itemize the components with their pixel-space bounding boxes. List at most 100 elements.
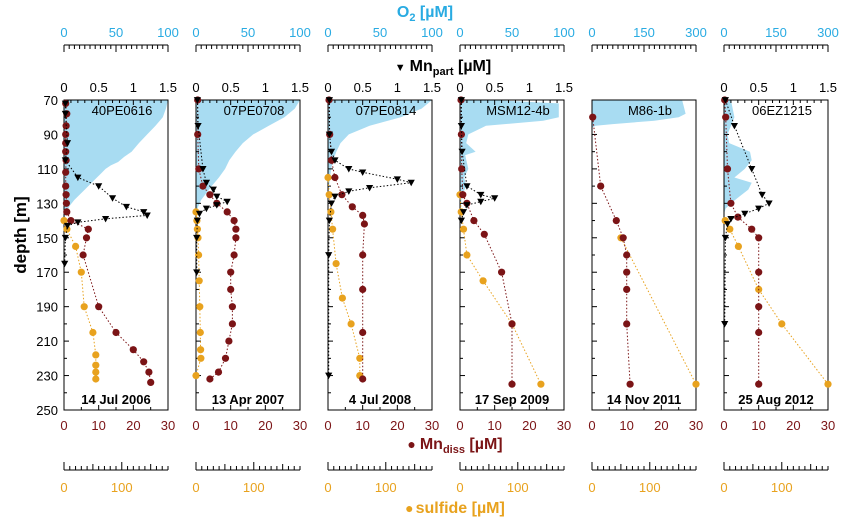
mnpart-point	[366, 184, 374, 192]
panel-MSM12-4b: 0 50 100 0 0.5 1 1.5 0 10 20 30 0 100 MSM12-4b 17 Sep …	[456, 25, 574, 495]
mndiss-line	[328, 99, 365, 379]
sulfide-point	[92, 351, 100, 359]
mnpart-point	[209, 186, 217, 194]
mnpart-point	[327, 200, 336, 207]
mnpart-point	[359, 169, 367, 176]
mndiss-point	[232, 234, 240, 242]
sulfide-tick-label: 100	[111, 480, 133, 495]
mndiss-point	[359, 285, 367, 293]
sulfide-point	[356, 354, 364, 362]
mndiss-tick-label: 10	[619, 418, 633, 433]
mndiss-point	[129, 346, 137, 354]
mnpart-point	[199, 166, 207, 173]
mndiss-point	[589, 113, 597, 121]
sulfide-point	[92, 375, 100, 383]
mndiss-tick-label: 30	[293, 418, 307, 433]
mndiss-point	[626, 380, 634, 388]
mndiss-line	[592, 117, 631, 385]
mndiss-point	[63, 208, 71, 216]
mndiss-tick-label: 20	[522, 418, 536, 433]
mnpart-point	[108, 195, 117, 202]
mndiss-point	[206, 191, 214, 199]
o2-profile-area	[328, 100, 432, 195]
mndiss-title-main: Mn	[420, 436, 443, 453]
sulfide-point	[197, 354, 205, 362]
depth-tick-label: 150	[36, 231, 58, 246]
mndiss-point	[62, 182, 70, 190]
mndiss-point	[227, 268, 235, 276]
sulfide-tick-label: 100	[507, 480, 529, 495]
sulfide-point	[692, 380, 700, 388]
mndiss-tick-label: 20	[786, 418, 800, 433]
mndiss-point	[623, 268, 631, 276]
sulfide-line	[327, 177, 361, 376]
mnpart-point	[325, 217, 333, 225]
mnpart-tick-label: 0	[456, 80, 463, 95]
mndiss-point	[723, 165, 732, 173]
mndiss-point	[228, 303, 236, 311]
o2-tick-label: 0	[324, 25, 331, 40]
mnpart-point	[457, 217, 465, 225]
mndiss-point	[228, 320, 236, 328]
mnpart-point	[730, 122, 738, 130]
sulfide-tick-label: 0	[192, 480, 199, 495]
mnpart-tick-label: 0	[60, 80, 67, 95]
sulfide-line	[620, 237, 697, 385]
sulfide-tick-label: 100	[375, 480, 397, 495]
mndiss-point	[79, 251, 87, 259]
mndiss-tick-label: 30	[557, 418, 571, 433]
o2-tick-label: 0	[192, 25, 199, 40]
mndiss-point	[623, 251, 631, 259]
mnpart-tick-label: 1	[526, 80, 533, 95]
sulfide-point	[92, 368, 100, 376]
mndiss-tick-label: 30	[689, 418, 703, 433]
mndiss-point	[62, 191, 70, 199]
mnpart-point	[202, 179, 210, 187]
mndiss-tick-label: 10	[487, 418, 501, 433]
o2-tick-label: 100	[157, 25, 179, 40]
depth-tick-label: 170	[36, 265, 58, 280]
mndiss-point	[82, 234, 91, 242]
sulfide-tick-label: 0	[456, 480, 463, 495]
mnpart-point	[458, 148, 466, 156]
mndiss-tick-label: 30	[821, 418, 835, 433]
sulfide-point	[537, 380, 545, 388]
panel-40PE0616: 0 50 100 0 0.5 1 1.5 0 10 20 30 0 100 40PE0616 14 Jul …	[60, 25, 178, 495]
mndiss-line	[460, 99, 513, 385]
mndiss-point	[227, 285, 235, 293]
mndiss-line	[724, 99, 760, 385]
mnpart-point	[74, 174, 82, 182]
mnpart-tick-label: 0.5	[486, 80, 504, 95]
o2-profile-area	[64, 100, 168, 221]
sulfide-point	[332, 260, 340, 268]
mnpart-tick-label: 1	[262, 80, 269, 95]
mnpart-tick-label: 1	[394, 80, 401, 95]
o2-tick-label: 150	[765, 25, 787, 40]
mndiss-point	[755, 380, 763, 388]
mndiss-point	[597, 182, 605, 190]
o2-tick-label: 50	[505, 25, 519, 40]
mndiss-point	[457, 130, 465, 138]
sulfide-point	[459, 225, 468, 233]
mndiss-point	[755, 234, 763, 242]
o2-tick-label: 50	[373, 25, 387, 40]
mnpart-point	[61, 110, 69, 118]
mnpart-point	[140, 209, 148, 216]
date-label: 25 Aug 2012	[738, 392, 813, 407]
mnpart-point	[74, 219, 82, 226]
mndiss-point	[619, 234, 627, 242]
mndiss-point	[67, 217, 75, 225]
mndiss-point	[727, 199, 735, 207]
mnpart-point	[193, 269, 201, 276]
mnpart-point	[223, 198, 231, 206]
mndiss-point	[459, 191, 467, 199]
o2-title-sub: 2	[409, 12, 415, 24]
date-label: 14 Jul 2006	[81, 392, 150, 407]
mnpart-point	[345, 166, 353, 173]
sulfide-point	[778, 320, 786, 328]
mndiss-point	[508, 380, 516, 388]
mndiss-point	[755, 268, 763, 276]
o2-tick-label: 0	[720, 25, 727, 40]
